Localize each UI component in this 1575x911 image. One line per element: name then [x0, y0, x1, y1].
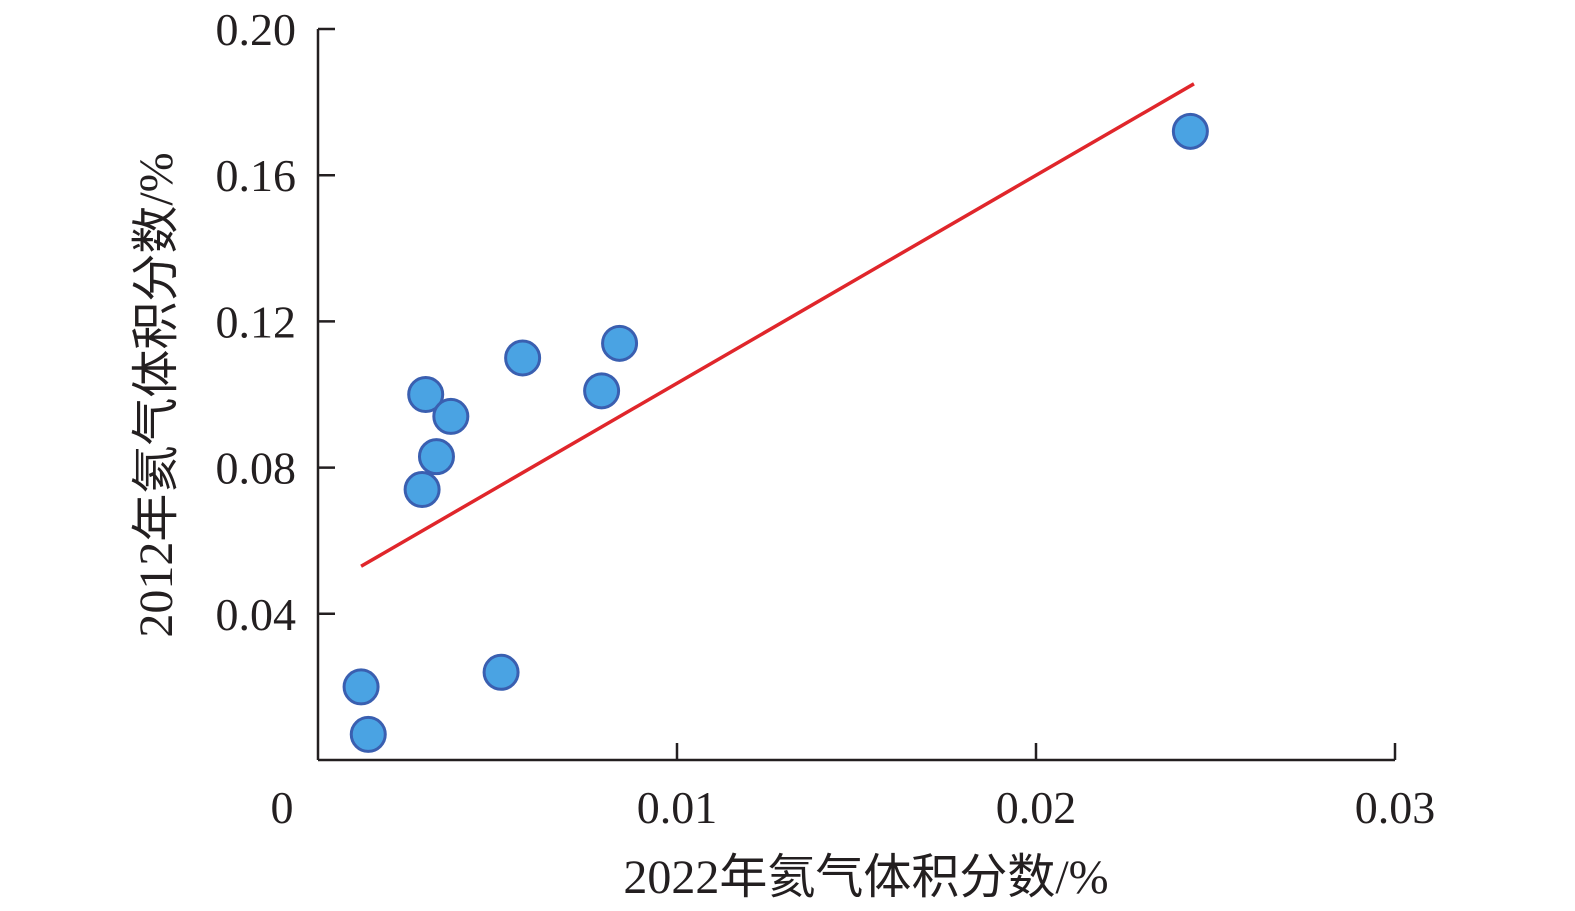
- tick-labels: 0 0.01 0.02 0.03 0.04 0.08 0.12 0.16 0.20: [216, 4, 1436, 833]
- x-tick-label: 0.01: [637, 782, 718, 833]
- y-tick-label: 0.16: [216, 150, 297, 201]
- tick-marks: [318, 27, 1397, 760]
- data-point: [342, 668, 380, 706]
- x-tick-label: 0.03: [1355, 782, 1436, 833]
- data-point: [407, 376, 445, 413]
- x-tick-label: 0.02: [996, 782, 1077, 833]
- y-tick-label: 0.08: [216, 443, 297, 494]
- y-tick-label: 0.04: [216, 589, 297, 640]
- data-point: [1171, 112, 1209, 150]
- data-point: [349, 715, 387, 753]
- data-point: [583, 372, 621, 410]
- trendline: [360, 82, 1195, 568]
- y-axis-title: 2012年氦气体积分数/%: [130, 152, 183, 637]
- data-point: [417, 438, 455, 476]
- y-tick-label: 0.12: [216, 296, 297, 347]
- data-point: [403, 471, 441, 509]
- trendline-layer: [360, 82, 1195, 568]
- data-points: [342, 112, 1209, 753]
- data-point: [601, 324, 639, 362]
- axes: [316, 29, 1395, 762]
- x-tick-label: 0: [271, 782, 294, 833]
- y-tick-label: 0.20: [216, 4, 297, 55]
- data-point: [482, 653, 520, 691]
- data-point: [504, 339, 542, 377]
- data-point: [432, 397, 470, 435]
- x-axis-title: 2022年氦气体积分数/%: [623, 851, 1108, 904]
